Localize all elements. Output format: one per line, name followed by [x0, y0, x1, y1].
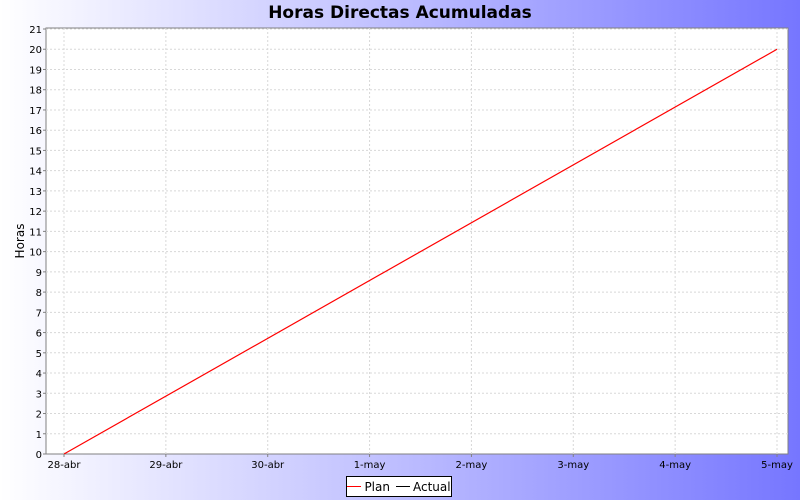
x-tick-label: 30-abr: [251, 460, 285, 471]
legend: Plan Actual: [346, 476, 452, 497]
y-tick-label: 21: [29, 25, 42, 36]
y-tick-label: 15: [29, 146, 42, 157]
y-tick-label: 10: [29, 248, 42, 259]
x-tick-label: 28-abr: [48, 460, 82, 471]
series-line-plan: [63, 48, 778, 455]
y-tick-label: 20: [29, 45, 42, 56]
y-tick-label: 11: [29, 227, 42, 238]
legend-item-actual: Actual: [395, 479, 451, 494]
x-tick-label: 2-may: [456, 460, 488, 471]
y-tick-label: 0: [36, 450, 42, 461]
x-tick-label: 1-may: [354, 460, 386, 471]
legend-label-actual: Actual: [412, 479, 451, 494]
y-tick-label: 1: [36, 430, 42, 441]
x-tick-label: 3-may: [557, 460, 589, 471]
y-tick-label: 7: [36, 308, 42, 319]
legend-swatch-plan: [347, 486, 362, 487]
y-tick-label: 6: [36, 329, 42, 340]
x-tick-label: 5-may: [761, 460, 793, 471]
y-tick-label: 14: [29, 167, 42, 178]
y-tick-label: 16: [29, 126, 42, 137]
plot-area: [45, 27, 789, 455]
y-tick-label: 4: [36, 369, 42, 380]
legend-label-plan: Plan: [364, 479, 390, 494]
series-layer: [63, 48, 778, 455]
y-tick-label: 5: [36, 349, 42, 360]
x-tick-label: 4-may: [659, 460, 691, 471]
y-tick-label: 19: [29, 65, 42, 76]
axis-layer: 012345678910111213141516171819202128-abr…: [29, 25, 793, 471]
y-tick-label: 2: [36, 410, 42, 421]
chart-title: Horas Directas Acumuladas: [268, 3, 532, 23]
grid-layer: [46, 28, 788, 454]
x-tick-label: 29-abr: [149, 460, 183, 471]
y-tick-label: 17: [29, 106, 42, 117]
y-axis-label: Horas: [13, 224, 27, 259]
legend-item-plan: Plan: [347, 480, 390, 494]
y-tick-label: 18: [29, 86, 42, 97]
y-tick-label: 8: [36, 288, 42, 299]
y-tick-label: 9: [36, 268, 42, 279]
y-tick-label: 3: [36, 389, 42, 400]
legend-swatch-actual: [395, 486, 410, 487]
y-tick-label: 12: [29, 207, 42, 218]
y-tick-label: 13: [29, 187, 42, 198]
